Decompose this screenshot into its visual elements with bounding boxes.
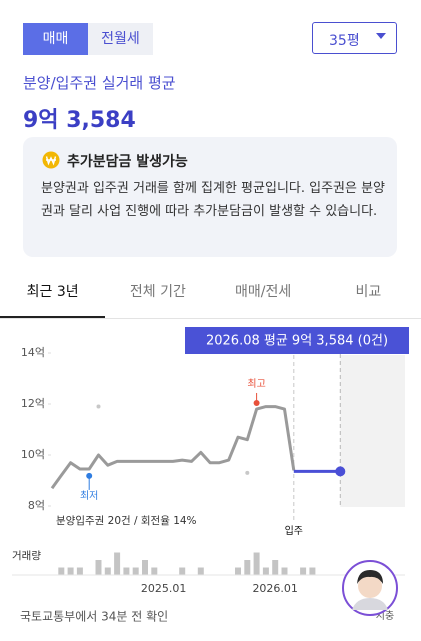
x-tick-label: 2026.01: [252, 582, 298, 595]
avatar-face: [358, 574, 382, 598]
future-shade: [340, 355, 405, 507]
volume-bar: [67, 567, 74, 575]
y-tick-label: 8억: [28, 499, 45, 512]
volume-bar: [300, 567, 307, 575]
annotation-label: 최고: [247, 378, 265, 390]
deal-type-tabs: 매매 전월세: [23, 23, 153, 55]
annotation-dot: [253, 399, 260, 406]
period-tab[interactable]: 비교: [355, 284, 382, 300]
volume-bar: [281, 567, 288, 575]
period-tabs: 최근 3년 전체 기간 매매/전세 비교: [0, 276, 421, 319]
volume-bar: [197, 567, 204, 575]
period-tab[interactable]: 전체 기간: [129, 284, 186, 300]
size-select[interactable]: 35평: [312, 22, 397, 54]
event-label: 입주: [285, 524, 303, 537]
tooltip-box: [185, 327, 409, 354]
y-tick-label: 12억: [21, 397, 45, 410]
volume-label: 거래량: [12, 550, 41, 562]
volume-bar: [151, 567, 158, 575]
annotation-label: 최저: [80, 490, 98, 502]
source-note: 국토교통부에서 34분 전 확인: [20, 610, 168, 624]
notice-icon: [42, 151, 60, 169]
avatar[interactable]: [342, 560, 398, 616]
volume-bar: [104, 567, 111, 575]
current-dot: [335, 466, 346, 477]
volume-bar: [262, 567, 269, 575]
notice-title: 추가분담금 발생가능: [67, 154, 188, 170]
volume-bar: [95, 560, 102, 575]
volume-bar: [309, 567, 316, 575]
trade-dot: [96, 404, 101, 409]
notice-body: 분양권과 입주권 거래를 함께 집계한 평균입니다. 입주권은 분양권과 달리 …: [41, 181, 386, 219]
trade-dot: [245, 470, 250, 475]
price-line: [50, 405, 296, 490]
volume-bar: [142, 560, 148, 575]
volume-bar: [114, 552, 121, 575]
volume-bar: [132, 567, 139, 575]
period-tab[interactable]: 최근 3년: [0, 276, 106, 318]
volume-bar: [123, 567, 130, 575]
dropdown-arrow: [376, 33, 386, 39]
size-select-text: 35평: [329, 33, 360, 49]
summary-price: 9억 3,584: [23, 108, 136, 133]
y-tick-label: 14억: [21, 346, 45, 359]
volume-bar: [179, 567, 186, 575]
volume-bar: [76, 567, 83, 575]
notice: 추가분담금 발생가능 분양권과 입주권 거래를 함께 집계한 평균입니다. 입주…: [23, 137, 397, 257]
annotation-dot: [86, 472, 93, 479]
volume-bar: [253, 552, 260, 575]
volume-bar: [235, 567, 241, 575]
avatar-body: [352, 598, 388, 610]
tooltip-text: 2026.08 평균 9억 3,584 (0건): [206, 334, 388, 349]
deal-type-tab[interactable]: 매매: [23, 23, 88, 55]
volume-bar: [58, 567, 65, 575]
summary-label: 분양/입주권 실거래 평균: [23, 74, 176, 92]
period-tab[interactable]: 매매/전세: [235, 284, 292, 300]
deal-type-tab[interactable]: 전월세: [88, 23, 153, 55]
avatar-hair: [357, 570, 383, 584]
x-tick-label: 2025.01: [141, 582, 187, 595]
volume-bar: [244, 560, 251, 575]
y-tick-label: 10억: [21, 448, 45, 461]
volume-bar: [272, 560, 279, 575]
chart-caption: 분양입주권 20건 / 회전율 14%: [56, 514, 197, 527]
